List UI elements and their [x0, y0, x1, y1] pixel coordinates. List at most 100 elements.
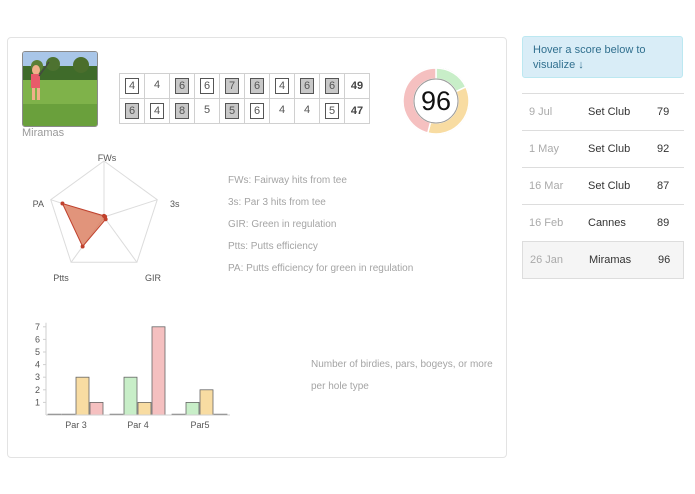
hole-score: 7 [225, 78, 239, 94]
hole-cell: 5 [319, 98, 345, 124]
round-date: 16 Mar [529, 180, 564, 192]
hole-cell: 6 [244, 73, 270, 99]
hole-score: 6 [300, 78, 314, 94]
bar [123, 376, 138, 416]
radar-point [60, 201, 65, 206]
hole-score: 5 [325, 103, 339, 119]
round-score: 96 [658, 254, 671, 266]
hole-cell: 4 [269, 98, 295, 124]
bar [185, 402, 200, 416]
hole-cell: 6 [294, 73, 320, 99]
y-tick-label: 3 [35, 372, 40, 382]
bar [137, 402, 152, 416]
legend-gir: GIR: Green in regulation [228, 219, 337, 230]
hole-cell: 7 [219, 73, 245, 99]
history-row[interactable]: 9 Jul Set Club 79 [522, 93, 684, 130]
radar-axis-label: GIR [145, 273, 162, 283]
round-course: Set Club [588, 143, 631, 155]
round-score: 79 [657, 106, 670, 118]
history-row[interactable]: 26 Jan Miramas 96 [522, 241, 684, 279]
hole-cell: 4 [294, 98, 320, 124]
bar [89, 402, 104, 416]
y-tick-label: 4 [35, 360, 40, 370]
hole-cell: 6 [244, 98, 270, 124]
total-score: 96 [420, 86, 452, 116]
round-score: 89 [657, 217, 670, 229]
history-row[interactable]: 16 Feb Cannes 89 [522, 204, 684, 241]
round-date: 9 Jul [529, 106, 553, 118]
radar-point [103, 217, 108, 222]
round-score: 92 [657, 143, 670, 155]
history-row[interactable]: 1 May Set Club 92 [522, 130, 684, 167]
radar-axis-label: FWs [98, 153, 117, 163]
radar-point [80, 244, 85, 249]
round-date: 1 May [529, 143, 559, 155]
legend-fws: FWs: Fairway hits from tee [228, 175, 347, 186]
hole-score: 6 [250, 78, 264, 94]
nine-total: 47 [344, 98, 370, 124]
round-course: Miramas [589, 254, 632, 266]
y-tick-label: 1 [35, 397, 40, 407]
hole-cell: 4 [144, 98, 170, 124]
hole-score: 6 [250, 103, 264, 119]
hole-score: 6 [125, 103, 139, 119]
radar-axis-label: 3s [170, 199, 180, 209]
x-category-label: Par5 [190, 420, 209, 430]
hole-score: 4 [275, 78, 289, 94]
radar-area [61, 202, 107, 248]
hole-cell: 6 [119, 98, 145, 124]
history-row[interactable]: 16 Mar Set Club 87 [522, 167, 684, 204]
y-tick-label: 2 [35, 385, 40, 395]
course-photo [22, 51, 98, 127]
hole-score: 4 [303, 104, 311, 116]
round-date: 26 Jan [530, 254, 564, 266]
round-score: 87 [657, 180, 670, 192]
bar-chart-caption: Number of birdies, pars, bogeys, or more… [311, 359, 493, 392]
hole-score: 4 [125, 78, 139, 94]
score-history-list: 9 Jul Set Club 79 1 May Set Club 92 16 Mar Set … [522, 93, 684, 279]
x-category-label: Par 4 [127, 420, 149, 430]
legend-pa: PA: Putts efficiency for green in regula… [228, 263, 414, 274]
nine-total: 49 [344, 73, 370, 99]
hole-score: 5 [225, 103, 239, 119]
hole-cell: 4 [119, 73, 145, 99]
course-name: Miramas [22, 127, 65, 139]
hole-score: 4 [278, 104, 286, 116]
round-course: Cannes [588, 217, 626, 229]
scorecard-table: 4 4 6 6 7 6 4 6 6 49 6 4 8 5 5 6 4 4 5 47 [119, 73, 370, 124]
radar-legend: FWs: Fairway hits from tee 3s: Par 3 hit… [228, 173, 413, 283]
round-course: Set Club [588, 106, 631, 118]
hole-cell: 6 [319, 73, 345, 99]
round-date: 16 Feb [529, 217, 564, 229]
bar [199, 389, 214, 416]
score-ring [402, 67, 470, 135]
radar-axis-label: Ptts [53, 273, 69, 283]
legend-3s: 3s: Par 3 hits from tee [228, 197, 326, 208]
bar [75, 376, 90, 416]
hole-cell: 4 [269, 73, 295, 99]
y-tick-label: 7 [35, 322, 40, 332]
hole-cell: 4 [144, 73, 170, 99]
hole-score: 5 [203, 104, 211, 116]
radar-axis-label: PA [33, 199, 44, 209]
scorecard-row: 4 4 6 6 7 6 4 6 6 49 [119, 73, 370, 99]
bar [151, 326, 166, 416]
hole-score: 8 [175, 103, 189, 119]
hole-score: 6 [200, 78, 214, 94]
hole-score: 4 [153, 79, 161, 91]
y-tick-label: 6 [35, 334, 40, 344]
hole-cell: 8 [169, 98, 195, 124]
hole-score: 4 [150, 103, 164, 119]
x-category-label: Par 3 [65, 420, 87, 430]
hole-score: 6 [175, 78, 189, 94]
hole-cell: 6 [169, 73, 195, 99]
hole-cell: 6 [194, 73, 220, 99]
hole-cell: 5 [219, 98, 245, 124]
y-tick-label: 5 [35, 347, 40, 357]
hole-cell: 5 [194, 98, 220, 124]
hover-hint: Hover a score below to visualize ↓ [522, 36, 683, 78]
legend-ptts: Ptts: Putts efficiency [228, 241, 318, 252]
stats-radar-chart: FWs 3s GIR Ptts PA [33, 153, 180, 283]
round-course: Set Club [588, 180, 631, 192]
hole-score: 6 [325, 78, 339, 94]
